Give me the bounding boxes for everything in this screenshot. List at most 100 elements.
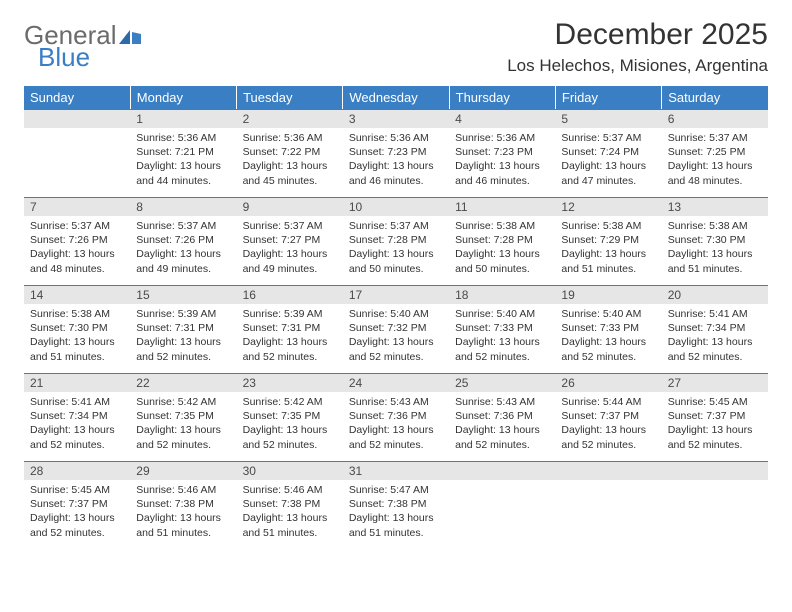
daylight-text: Daylight: 13 hours and 52 minutes. — [243, 423, 337, 451]
daylight-text: Daylight: 13 hours and 52 minutes. — [349, 335, 443, 363]
sunset-text: Sunset: 7:33 PM — [561, 321, 655, 335]
sunset-text: Sunset: 7:38 PM — [136, 497, 230, 511]
calendar-day-cell: 19Sunrise: 5:40 AMSunset: 7:33 PMDayligh… — [555, 285, 661, 373]
day-details: Sunrise: 5:45 AMSunset: 7:37 PMDaylight:… — [662, 392, 768, 456]
day-number: 13 — [662, 197, 768, 216]
sunset-text: Sunset: 7:28 PM — [455, 233, 549, 247]
calendar-week-row: 28Sunrise: 5:45 AMSunset: 7:37 PMDayligh… — [24, 461, 768, 549]
sunrise-text: Sunrise: 5:47 AM — [349, 483, 443, 497]
calendar-day-cell: 11Sunrise: 5:38 AMSunset: 7:28 PMDayligh… — [449, 197, 555, 285]
sunrise-text: Sunrise: 5:44 AM — [561, 395, 655, 409]
sunset-text: Sunset: 7:23 PM — [455, 145, 549, 159]
calendar-day-cell: 10Sunrise: 5:37 AMSunset: 7:28 PMDayligh… — [343, 197, 449, 285]
day-details: Sunrise: 5:44 AMSunset: 7:37 PMDaylight:… — [555, 392, 661, 456]
day-number: 14 — [24, 285, 130, 304]
day-number — [555, 461, 661, 480]
daylight-text: Daylight: 13 hours and 52 minutes. — [668, 423, 762, 451]
daylight-text: Daylight: 13 hours and 49 minutes. — [243, 247, 337, 275]
day-number: 5 — [555, 109, 661, 128]
day-details: Sunrise: 5:47 AMSunset: 7:38 PMDaylight:… — [343, 480, 449, 544]
daylight-text: Daylight: 13 hours and 47 minutes. — [561, 159, 655, 187]
day-details: Sunrise: 5:36 AMSunset: 7:23 PMDaylight:… — [343, 128, 449, 192]
calendar-day-cell: 22Sunrise: 5:42 AMSunset: 7:35 PMDayligh… — [130, 373, 236, 461]
sunset-text: Sunset: 7:34 PM — [30, 409, 124, 423]
day-number: 25 — [449, 373, 555, 392]
day-details: Sunrise: 5:38 AMSunset: 7:29 PMDaylight:… — [555, 216, 661, 280]
weekday-header: Wednesday — [343, 86, 449, 109]
calendar-empty-cell — [555, 461, 661, 549]
daylight-text: Daylight: 13 hours and 51 minutes. — [30, 335, 124, 363]
day-details: Sunrise: 5:43 AMSunset: 7:36 PMDaylight:… — [449, 392, 555, 456]
day-number: 28 — [24, 461, 130, 480]
calendar-day-cell: 3Sunrise: 5:36 AMSunset: 7:23 PMDaylight… — [343, 109, 449, 197]
sunset-text: Sunset: 7:29 PM — [561, 233, 655, 247]
day-details: Sunrise: 5:37 AMSunset: 7:27 PMDaylight:… — [237, 216, 343, 280]
weekday-header: Tuesday — [237, 86, 343, 109]
day-number: 27 — [662, 373, 768, 392]
sunset-text: Sunset: 7:38 PM — [349, 497, 443, 511]
sunrise-text: Sunrise: 5:41 AM — [668, 307, 762, 321]
daylight-text: Daylight: 13 hours and 52 minutes. — [561, 335, 655, 363]
sunrise-text: Sunrise: 5:38 AM — [30, 307, 124, 321]
calendar-week-row: 14Sunrise: 5:38 AMSunset: 7:30 PMDayligh… — [24, 285, 768, 373]
sunset-text: Sunset: 7:37 PM — [30, 497, 124, 511]
sunset-text: Sunset: 7:27 PM — [243, 233, 337, 247]
day-number — [449, 461, 555, 480]
sunrise-text: Sunrise: 5:45 AM — [30, 483, 124, 497]
day-details: Sunrise: 5:37 AMSunset: 7:26 PMDaylight:… — [24, 216, 130, 280]
day-number: 22 — [130, 373, 236, 392]
page-title: December 2025 — [507, 18, 768, 52]
sunrise-text: Sunrise: 5:37 AM — [668, 131, 762, 145]
daylight-text: Daylight: 13 hours and 51 minutes. — [668, 247, 762, 275]
day-number: 20 — [662, 285, 768, 304]
daylight-text: Daylight: 13 hours and 52 minutes. — [455, 335, 549, 363]
sunset-text: Sunset: 7:32 PM — [349, 321, 443, 335]
calendar-week-row: 21Sunrise: 5:41 AMSunset: 7:34 PMDayligh… — [24, 373, 768, 461]
calendar-day-cell: 20Sunrise: 5:41 AMSunset: 7:34 PMDayligh… — [662, 285, 768, 373]
day-number: 1 — [130, 109, 236, 128]
sunset-text: Sunset: 7:26 PM — [136, 233, 230, 247]
calendar-day-cell: 28Sunrise: 5:45 AMSunset: 7:37 PMDayligh… — [24, 461, 130, 549]
sunrise-text: Sunrise: 5:36 AM — [243, 131, 337, 145]
calendar-day-cell: 30Sunrise: 5:46 AMSunset: 7:38 PMDayligh… — [237, 461, 343, 549]
day-number: 26 — [555, 373, 661, 392]
sunset-text: Sunset: 7:30 PM — [668, 233, 762, 247]
day-number: 8 — [130, 197, 236, 216]
calendar-day-cell: 8Sunrise: 5:37 AMSunset: 7:26 PMDaylight… — [130, 197, 236, 285]
calendar-week-row: 7Sunrise: 5:37 AMSunset: 7:26 PMDaylight… — [24, 197, 768, 285]
calendar-day-cell: 21Sunrise: 5:41 AMSunset: 7:34 PMDayligh… — [24, 373, 130, 461]
sunset-text: Sunset: 7:35 PM — [243, 409, 337, 423]
calendar-day-cell: 7Sunrise: 5:37 AMSunset: 7:26 PMDaylight… — [24, 197, 130, 285]
sunrise-text: Sunrise: 5:37 AM — [243, 219, 337, 233]
day-details: Sunrise: 5:36 AMSunset: 7:22 PMDaylight:… — [237, 128, 343, 192]
sunrise-text: Sunrise: 5:37 AM — [561, 131, 655, 145]
daylight-text: Daylight: 13 hours and 50 minutes. — [349, 247, 443, 275]
calendar-day-cell: 17Sunrise: 5:40 AMSunset: 7:32 PMDayligh… — [343, 285, 449, 373]
weekday-header: Thursday — [449, 86, 555, 109]
sunset-text: Sunset: 7:36 PM — [349, 409, 443, 423]
sunset-text: Sunset: 7:38 PM — [243, 497, 337, 511]
day-number: 24 — [343, 373, 449, 392]
sunset-text: Sunset: 7:31 PM — [136, 321, 230, 335]
day-details: Sunrise: 5:36 AMSunset: 7:21 PMDaylight:… — [130, 128, 236, 192]
sunrise-text: Sunrise: 5:39 AM — [136, 307, 230, 321]
daylight-text: Daylight: 13 hours and 48 minutes. — [30, 247, 124, 275]
day-number: 17 — [343, 285, 449, 304]
day-number: 12 — [555, 197, 661, 216]
day-details: Sunrise: 5:41 AMSunset: 7:34 PMDaylight:… — [662, 304, 768, 368]
day-details: Sunrise: 5:38 AMSunset: 7:30 PMDaylight:… — [662, 216, 768, 280]
daylight-text: Daylight: 13 hours and 52 minutes. — [455, 423, 549, 451]
day-number: 10 — [343, 197, 449, 216]
daylight-text: Daylight: 13 hours and 48 minutes. — [668, 159, 762, 187]
daylight-text: Daylight: 13 hours and 46 minutes. — [455, 159, 549, 187]
day-number — [24, 109, 130, 128]
day-details: Sunrise: 5:40 AMSunset: 7:33 PMDaylight:… — [449, 304, 555, 368]
sunrise-text: Sunrise: 5:41 AM — [30, 395, 124, 409]
day-number: 29 — [130, 461, 236, 480]
day-number: 4 — [449, 109, 555, 128]
calendar-day-cell: 27Sunrise: 5:45 AMSunset: 7:37 PMDayligh… — [662, 373, 768, 461]
sunrise-text: Sunrise: 5:45 AM — [668, 395, 762, 409]
calendar-day-cell: 12Sunrise: 5:38 AMSunset: 7:29 PMDayligh… — [555, 197, 661, 285]
calendar-day-cell: 1Sunrise: 5:36 AMSunset: 7:21 PMDaylight… — [130, 109, 236, 197]
weekday-header: Sunday — [24, 86, 130, 109]
